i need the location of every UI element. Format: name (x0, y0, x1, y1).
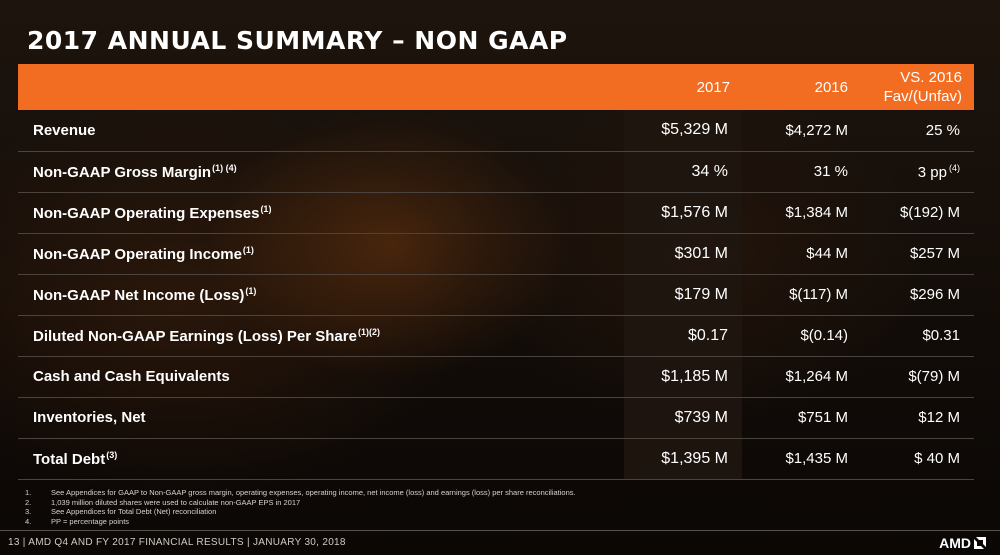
footnote-text: See Appendices for Total Debt (Net) reco… (51, 507, 217, 516)
row-label-footnote: (3) (106, 449, 118, 460)
table-row: Non-GAAP Net Income (Loss)(1) $179 M $(117… (18, 274, 974, 315)
footnote-item: 4. PP = percentage points (25, 517, 576, 527)
value-fav-unfav: $257 M (860, 233, 974, 274)
row-label: Non-GAAP Operating Income(1) (18, 233, 624, 274)
value-fav-unfav: $(192) M (860, 192, 974, 233)
row-label-footnote: (1) (4) (212, 162, 237, 173)
amd-arrow-icon (974, 537, 986, 549)
value-2017: $301 M (624, 233, 742, 274)
value-fav-text: $(79) M (908, 368, 960, 385)
table-row: Diluted Non-GAAP Earnings (Loss) Per Sha… (18, 315, 974, 356)
value-2017: $739 M (624, 397, 742, 438)
row-label: Inventories, Net (18, 397, 624, 438)
table-row: Non-GAAP Operating Expenses(1) $1,576 M $1… (18, 192, 974, 233)
header-2016: 2016 (814, 78, 848, 96)
value-fav-text: 3 pp (917, 163, 947, 181)
footer-divider (0, 530, 1000, 531)
header-label-cell (18, 64, 624, 110)
slide-title: 2017 ANNUAL SUMMARY – NON GAAP (27, 26, 568, 55)
value-2016: $1,384 M (785, 204, 848, 221)
value-fav-footnote: (4) (949, 162, 960, 173)
row-label-footnote: (1) (242, 244, 254, 255)
footnote-text: See Appendices for GAAP to Non-GAAP gros… (51, 488, 576, 497)
value-2016: $(117) M (789, 286, 848, 303)
value-2016: $1,435 M (785, 450, 848, 467)
value-2017: $5,329 M (624, 110, 742, 151)
value-2017: $1,395 M (624, 438, 742, 479)
value-fav-unfav: $296 M (860, 274, 974, 315)
value-fav-unfav: $ 40 M (860, 438, 974, 479)
row-label-footnote: (1) (245, 285, 257, 296)
value-fav-unfav: $12 M (860, 397, 974, 438)
footnote-number: 4. (25, 516, 32, 526)
table-row: Total Debt(3) $1,395 M $1,435 M $ 40 M (18, 438, 974, 479)
table-row: Inventories, Net $739 M $751 M $12 M (18, 397, 974, 438)
footnote-item: 1. See Appendices for GAAP to Non-GAAP gr… (25, 488, 576, 498)
value-2016: $1,264 M (785, 368, 848, 385)
row-label: Non-GAAP Net Income (Loss)(1) (18, 274, 624, 315)
value-fav-text: $257 M (909, 245, 960, 262)
row-label-text: Non-GAAP Net Income (Loss) (33, 286, 245, 304)
amd-logo-text: AMD (939, 535, 971, 551)
footnote-item: 3. See Appendices for Total Debt (Net) re… (25, 507, 576, 517)
footer-text: 13 | AMD Q4 AND FY 2017 FINANCIAL RESULT… (8, 537, 346, 548)
row-label-text: Diluted Non-GAAP Earnings (Loss) Per Sha… (33, 327, 357, 345)
value-2017: $179 M (624, 274, 742, 315)
row-label-text: Cash and Cash Equivalents (33, 368, 230, 385)
header-fav-unfav: VS. 2016 Fav/(Unfav) (860, 64, 974, 110)
footnote-text: 1,039 million diluted shares were used t… (51, 497, 301, 507)
row-label-text: Non-GAAP Operating Expenses (33, 204, 260, 222)
summary-table: 2017 2016 VS. 2016 Fav/(Unfav) Revenue $5… (18, 64, 974, 480)
row-label: Non-GAAP Gross Margin(1) (4) (18, 151, 624, 192)
table-row: Non-GAAP Operating Income(1) $301 M $44 M $… (18, 233, 974, 274)
row-label: Revenue (18, 110, 624, 151)
amd-logo: AMD (939, 535, 986, 551)
header-fav-line1: VS. 2016 (900, 69, 962, 86)
row-label: Non-GAAP Operating Expenses(1) (18, 192, 624, 233)
table-header-row: 2017 2016 VS. 2016 Fav/(Unfav) (18, 64, 974, 110)
value-fav-text: $ 40 M (914, 450, 960, 467)
header-fav-line2: Fav/(Unfav) (883, 88, 962, 105)
value-fav-text: $(192) M (899, 204, 960, 221)
value-fav-unfav: $(79) M (860, 356, 974, 397)
footnote-number: 3. (25, 507, 32, 516)
value-2017: $1,185 M (624, 356, 742, 397)
footnotes: 1. See Appendices for GAAP to Non-GAAP gr… (25, 488, 576, 526)
row-label-text: Non-GAAP Gross Margin (33, 163, 212, 181)
footnote-number: 1. (25, 488, 32, 497)
value-fav-unfav: 25 % (860, 110, 974, 151)
row-label-text: Non-GAAP Operating Income (33, 245, 242, 263)
footnote-item: 2. 1,039 million diluted shares were used… (25, 498, 576, 508)
footnote-text: PP = percentage points (51, 516, 130, 526)
value-2016: $751 M (797, 409, 848, 426)
value-2016: $(0.14) (800, 327, 848, 344)
value-2016: $44 M (806, 245, 848, 262)
footnote-number: 2. (25, 497, 32, 507)
table-row: Cash and Cash Equivalents $1,185 M $1,264 … (18, 356, 974, 397)
value-fav-text: $296 M (909, 286, 960, 303)
value-fav-text: 25 % (925, 121, 960, 139)
row-label: Diluted Non-GAAP Earnings (Loss) Per Sha… (18, 315, 624, 356)
value-2017: $0.17 (624, 315, 742, 356)
row-label: Total Debt(3) (18, 438, 624, 479)
value-2017: $1,576 M (624, 192, 742, 233)
row-label-footnote: (1)(2) (357, 326, 380, 337)
value-2016: 31 % (813, 163, 848, 180)
value-fav-unfav: 3 pp (4) (860, 151, 974, 192)
value-2016: $4,272 M (785, 121, 848, 139)
row-label: Cash and Cash Equivalents (18, 356, 624, 397)
table-row: Revenue $5,329 M $4,272 M 25 % (18, 110, 974, 151)
value-fav-text: $12 M (918, 409, 960, 426)
value-fav-unfav: $0.31 (860, 315, 974, 356)
table-row: Non-GAAP Gross Margin(1) (4) 34 % 31 % 3 pp… (18, 151, 974, 192)
row-label-text: Revenue (33, 121, 96, 139)
value-fav-text: $0.31 (922, 327, 960, 344)
row-label-footnote: (1) (260, 203, 272, 214)
table-body: Revenue $5,329 M $4,272 M 25 % Non-GAAP Gros… (18, 110, 974, 479)
value-2017: 34 % (624, 151, 742, 192)
header-2017: 2017 (696, 78, 730, 96)
row-label-text: Total Debt (33, 450, 106, 468)
row-label-text: Inventories, Net (33, 409, 146, 426)
